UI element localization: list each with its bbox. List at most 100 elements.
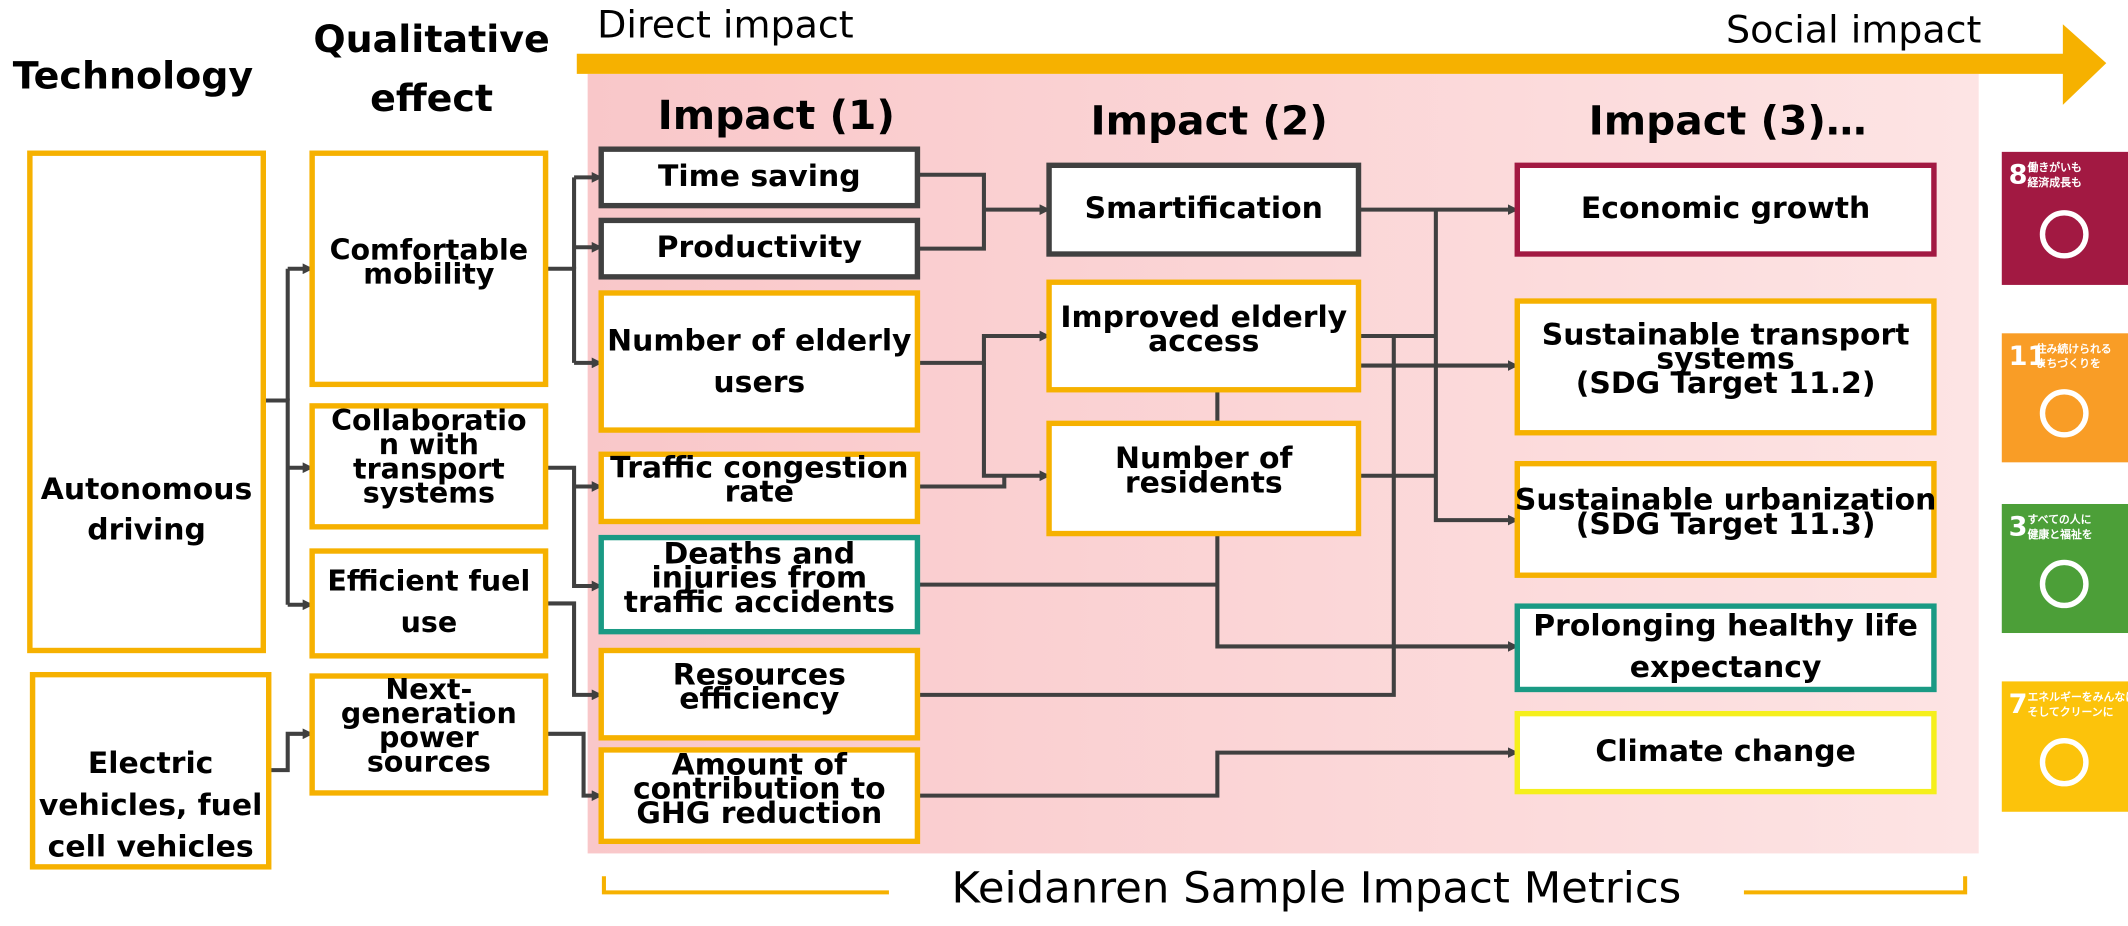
sdg-number: 3 (2009, 512, 2028, 543)
node-label: GHG reduction (636, 796, 882, 831)
node-label: Efficient fuel (327, 565, 530, 598)
sdg-text: エネルギーをみんなに (2028, 690, 2128, 704)
sdg-number: 8 (2009, 160, 2028, 191)
sdg-icon (2001, 333, 2128, 463)
node-label: mobility (363, 258, 494, 291)
node-label: Smartification (1085, 191, 1323, 226)
impact-arrow (576, 24, 2107, 105)
node-label: vehicles, fuel (39, 788, 263, 823)
sdg-text: 経済成長も (2028, 175, 2082, 189)
node-label: (SDG Target 11.2) (1576, 366, 1876, 401)
node-label: n with (379, 428, 479, 461)
header: Qualitative (313, 17, 549, 61)
node-box (598, 451, 921, 525)
node-box (309, 673, 549, 796)
header: Impact (1) (658, 91, 895, 139)
sdg-text: そしてクリーンに (2028, 705, 2114, 718)
node-label: Comfortable (330, 233, 529, 266)
node-label: use (401, 606, 458, 639)
node-label: Economic growth (1581, 191, 1870, 226)
header: effect (370, 76, 493, 120)
node-label: Next- (385, 673, 472, 706)
node-box (598, 146, 921, 209)
node-box (29, 671, 272, 870)
node-box (1514, 460, 1937, 578)
sdg-symbol (2039, 389, 2089, 438)
node-label: systems (363, 477, 495, 510)
node-label: contribution to (633, 772, 886, 807)
node-label: Electric (88, 746, 213, 781)
node-label: Number of (1115, 441, 1294, 476)
node-label: Traffic congestion (610, 451, 908, 486)
node-label: transport (353, 452, 505, 485)
node-label: systems (1656, 342, 1794, 377)
node-box (1514, 710, 1937, 795)
node-box (1046, 420, 1362, 537)
node-label: traffic accidents (624, 585, 895, 620)
node-label: Autonomous (41, 472, 253, 507)
node-box (598, 290, 921, 433)
sdg-icon (2001, 681, 2128, 812)
sdg-text: 健康と福祉を (2028, 527, 2093, 541)
node-label: Time saving (658, 159, 861, 194)
node-label: access (1148, 324, 1259, 359)
node-label: efficiency (679, 682, 839, 717)
header: Impact (2) (1091, 97, 1328, 145)
node-box (598, 647, 921, 741)
sdg-icon (2001, 151, 2128, 285)
node-box (1514, 603, 1937, 693)
node-label: Sustainable transport (1542, 318, 1910, 353)
node-box (1046, 279, 1362, 393)
node-box (598, 747, 921, 845)
node-label: Sustainable urbanization (1515, 483, 1937, 518)
bracket (601, 876, 1968, 895)
node-label: Deaths and (664, 537, 856, 572)
sdg-symbol (2039, 210, 2089, 259)
sdg-symbol (2039, 738, 2089, 787)
connectors (263, 172, 1519, 802)
node-box (27, 150, 266, 654)
sdg-text: 働きがいも (2027, 160, 2082, 174)
sdg-number: 11 (2009, 341, 2047, 372)
node-label: residents (1125, 465, 1283, 500)
header: Social impact (1726, 8, 1981, 52)
node-label: Amount of (672, 748, 848, 783)
node-label: generation (341, 697, 517, 730)
node-box (309, 403, 549, 530)
node-label: sources (367, 745, 491, 778)
node-label: Productivity (657, 230, 862, 265)
header: Technology (13, 54, 253, 98)
node-label: Improved elderly (1060, 300, 1347, 335)
node-label: rate (725, 475, 794, 510)
node-box (309, 548, 549, 659)
node-label: users (713, 365, 805, 400)
node-label: power (379, 721, 479, 754)
node-box (598, 534, 921, 635)
node-box (1514, 162, 1937, 257)
node-label: Number of elderly (607, 324, 911, 359)
node-label: (SDG Target 11.3) (1576, 507, 1876, 542)
sdg-icon (2001, 503, 2128, 634)
node-label: Collaboratio (331, 404, 526, 437)
node-label: cell vehicles (48, 830, 254, 865)
node-label: injuries from (652, 561, 868, 596)
sdg-text: 住み続けられる (2036, 341, 2112, 355)
node-box (598, 217, 921, 280)
node-box (309, 150, 549, 388)
sdg-text: すべての人に (2028, 512, 2092, 526)
node-box (1046, 162, 1362, 257)
node-label: Prolonging healthy life (1533, 609, 1918, 644)
node-label: Climate change (1595, 734, 1855, 769)
header: Impact (3)… (1589, 97, 1867, 145)
header: Direct impact (597, 2, 854, 46)
sdg-text: まちづくりを (2036, 356, 2101, 370)
node-label: Resources (673, 658, 846, 693)
sdg-symbol (2039, 559, 2089, 609)
sdg-number: 7 (2009, 689, 2028, 720)
node-label: expectancy (1630, 650, 1822, 685)
node-box (1514, 298, 1937, 436)
footer: Keidanren Sample Impact Metrics (952, 864, 1682, 914)
node-label: driving (87, 512, 206, 547)
